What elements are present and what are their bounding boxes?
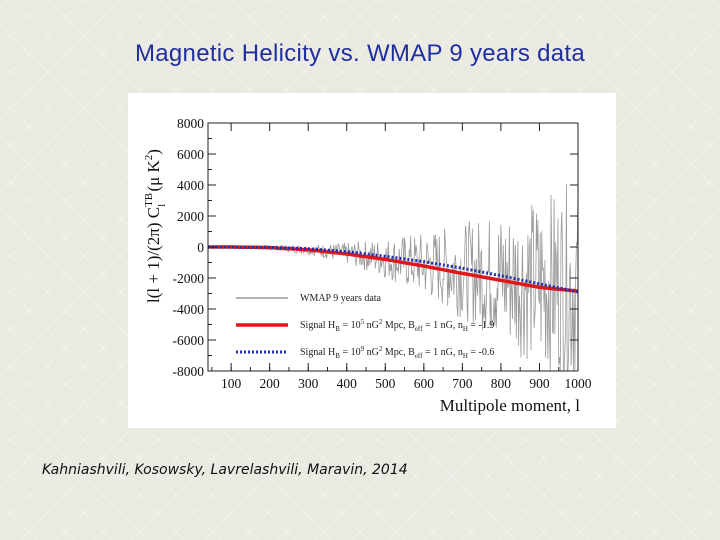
y-tick-label: 2000	[177, 209, 204, 224]
y-tick-label: -8000	[173, 364, 205, 379]
y-axis-title: l(l + 1)/(2π) CTBl (μ K2)	[143, 149, 168, 303]
slide-title: Magnetic Helicity vs. WMAP 9 years data	[134, 40, 586, 67]
series-wmap-line	[208, 183, 579, 372]
citation: Kahniashvili, Kosowsky, Lavrelashvili, M…	[42, 462, 408, 478]
x-tick-label: 100	[221, 376, 242, 391]
y-tick-label: 8000	[177, 116, 204, 131]
chart-panel: l(l + 1)/(2π) CTBl (μ K2) Multipole mome…	[128, 93, 616, 428]
x-tick-label: 200	[260, 376, 281, 391]
wmap-series-group	[208, 183, 579, 372]
x-tick-label: 700	[452, 376, 473, 391]
x-tick-label: 300	[298, 376, 319, 391]
x-tick-label: 1000	[565, 376, 592, 391]
y-tick-label: -6000	[173, 333, 205, 348]
x-tick-label: 400	[337, 376, 358, 391]
x-axis-title: Multipole moment, l	[440, 396, 581, 415]
x-tick-label: 600	[414, 376, 435, 391]
y-tick-label: 6000	[177, 147, 204, 162]
x-tick-label: 500	[375, 376, 396, 391]
series-signal-2-line	[208, 245, 579, 294]
y-tick-label: 4000	[177, 178, 204, 193]
y-tick-label: -4000	[173, 302, 205, 317]
x-tick-label: 800	[491, 376, 512, 391]
legend-label-signal-2: Signal HB = 109 nG2 Mpc, Beff = 1 nG, nH…	[300, 345, 494, 360]
legend: WMAP 9 years data Signal HB = 105 nG2 Mp…	[236, 293, 494, 360]
chart-svg: l(l + 1)/(2π) CTBl (μ K2) Multipole mome…	[143, 116, 592, 415]
signal-series-group	[208, 245, 579, 294]
y-tick-label: -2000	[173, 271, 205, 286]
y-tick-label: 0	[197, 240, 204, 255]
legend-label-signal-1: Signal HB = 105 nG2 Mpc, Beff = 1 nG, nH…	[300, 318, 494, 333]
ticks-group: 8000 6000 4000 2000 0 -2000 -4000 -6000 -8000 100…	[173, 116, 592, 391]
legend-label-wmap: WMAP 9 years data	[300, 293, 382, 304]
x-tick-label: 900	[529, 376, 550, 391]
